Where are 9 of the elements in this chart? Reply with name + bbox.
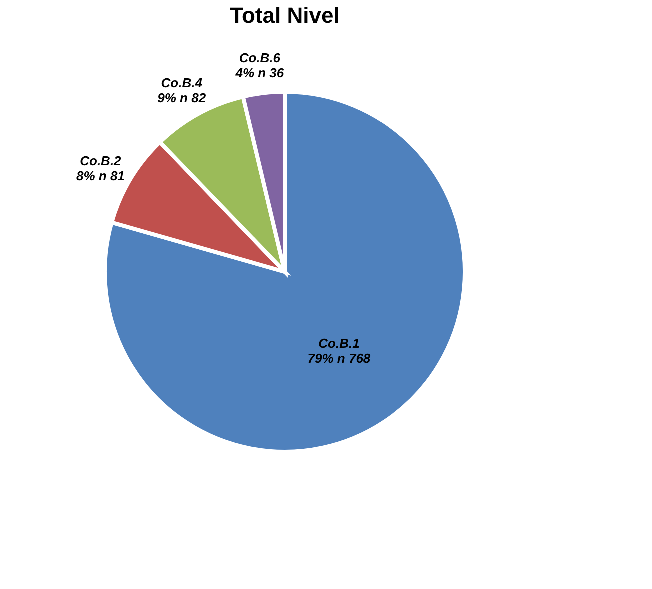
data-label: 4% n 36: [234, 65, 285, 80]
data-label: 8% n 81: [76, 168, 125, 184]
data-label: 9% n 82: [158, 90, 207, 106]
slice-label: Co.B.1: [318, 336, 360, 351]
chart-title: Total Nivel: [230, 3, 340, 28]
data-label: 79% n 768: [308, 350, 372, 366]
slice-label: Co.B.6: [239, 50, 282, 66]
slice-label: Co.B.4: [161, 75, 204, 90]
slice-label: Co.B.2: [80, 153, 122, 168]
